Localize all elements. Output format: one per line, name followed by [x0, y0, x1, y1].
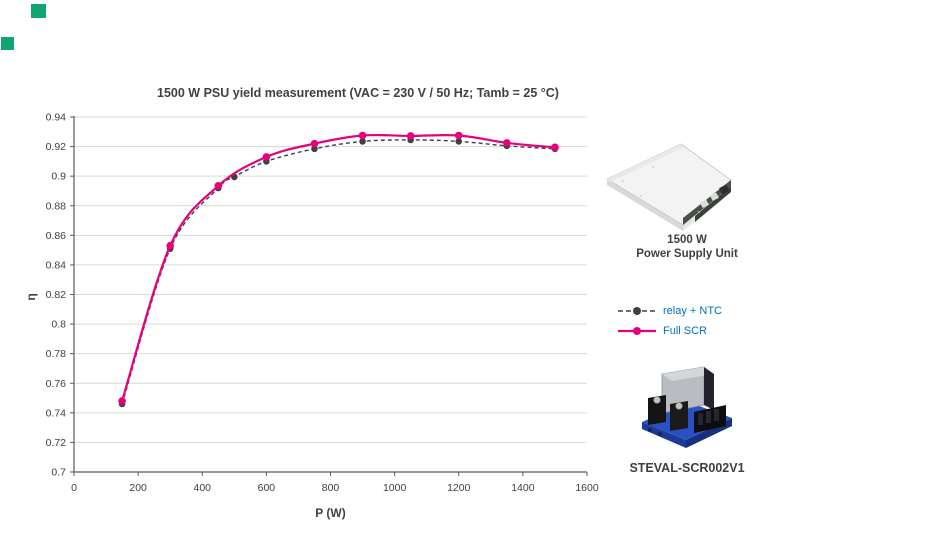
svg-text:0.76: 0.76 [46, 378, 67, 390]
svg-text:0.84: 0.84 [46, 259, 67, 271]
steval-board-caption: STEVAL-SCR002V1 [629, 461, 745, 475]
svg-text:0.82: 0.82 [46, 289, 67, 301]
psu-caption-line1: 1500 W [667, 234, 707, 246]
steval-board-photo [642, 366, 732, 448]
psu-product-photo [606, 143, 732, 231]
chart-title: 1500 W PSU yield measurement (VAC = 230 … [157, 86, 559, 100]
legend-label: relay + NTC [663, 305, 722, 317]
svg-text:0.86: 0.86 [46, 230, 67, 242]
svg-text:400: 400 [193, 482, 211, 494]
svg-text:0.74: 0.74 [46, 407, 67, 419]
legend-item-full-scr: Full SCR [617, 321, 722, 341]
y-axis-title: η [24, 293, 38, 301]
solid-line-sample-icon [618, 327, 656, 335]
svg-text:0.94: 0.94 [46, 112, 67, 124]
psu-caption-line2: Power Supply Unit [636, 248, 738, 260]
svg-text:0.8: 0.8 [51, 319, 66, 331]
svg-text:0.92: 0.92 [46, 141, 67, 153]
svg-text:200: 200 [129, 482, 147, 494]
svg-text:0.78: 0.78 [46, 348, 67, 360]
svg-text:1400: 1400 [511, 482, 535, 494]
svg-text:800: 800 [322, 482, 340, 494]
dashed-line-sample-icon [618, 307, 656, 315]
svg-text:600: 600 [258, 482, 276, 494]
svg-text:0.7: 0.7 [51, 467, 66, 479]
svg-text:0.72: 0.72 [46, 437, 67, 449]
green-square-marker-2 [1, 37, 14, 50]
psu-caption: 1500 W Power Supply Unit [592, 233, 782, 261]
chart-legend: relay + NTC Full SCR [617, 301, 722, 341]
svg-text:1000: 1000 [383, 482, 407, 494]
x-axis-title: P (W) [315, 506, 346, 520]
svg-text:0: 0 [71, 482, 77, 494]
svg-text:1200: 1200 [447, 482, 471, 494]
legend-label: Full SCR [663, 325, 708, 337]
legend-item-relay-ntc: relay + NTC [617, 301, 722, 321]
svg-text:0.9: 0.9 [51, 171, 66, 183]
svg-text:0.88: 0.88 [46, 200, 67, 212]
svg-text:1600: 1600 [575, 482, 599, 494]
green-square-marker-1 [31, 4, 46, 18]
